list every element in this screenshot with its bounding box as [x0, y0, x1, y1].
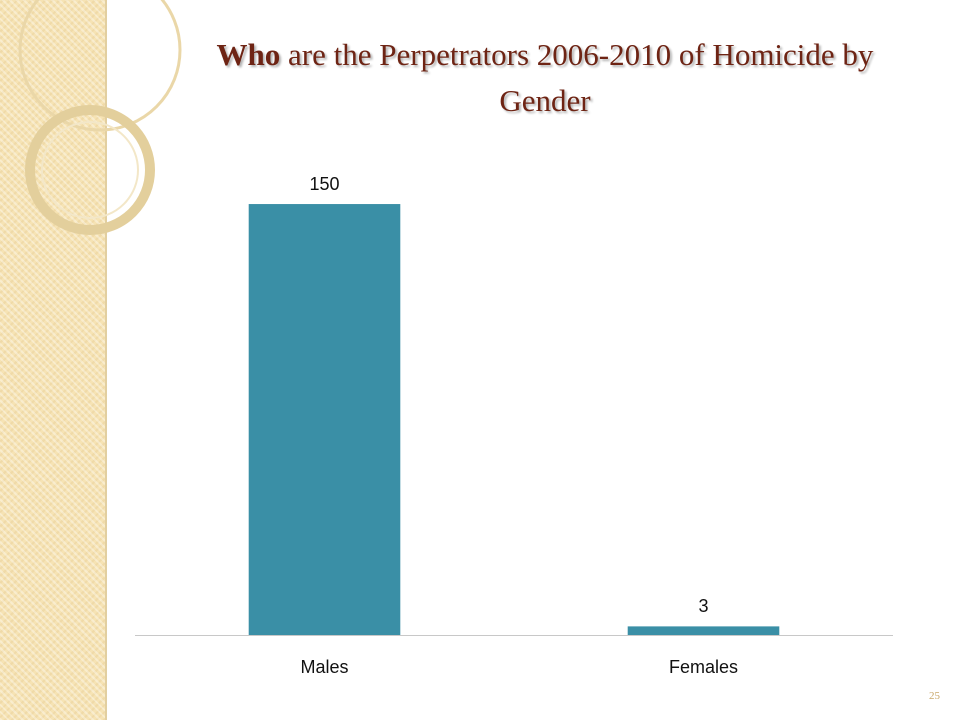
title-bold: Who: [216, 37, 281, 72]
value-label: 3: [698, 596, 708, 616]
page-number: 25: [929, 690, 940, 702]
bar: [248, 204, 401, 636]
title-rest: are the Perpetrators 2006-2010 of Homici…: [288, 37, 874, 118]
chart-title: Who are the Perpetrators 2006-2010 of Ho…: [215, 32, 875, 124]
decor-circle: [18, 0, 182, 132]
x-tick-label: Males: [300, 657, 348, 677]
bar: [627, 626, 780, 635]
decor-circle: [25, 105, 155, 235]
x-tick-label: Females: [669, 657, 738, 677]
value-label: 150: [309, 174, 339, 194]
decor-circle: [41, 121, 139, 219]
